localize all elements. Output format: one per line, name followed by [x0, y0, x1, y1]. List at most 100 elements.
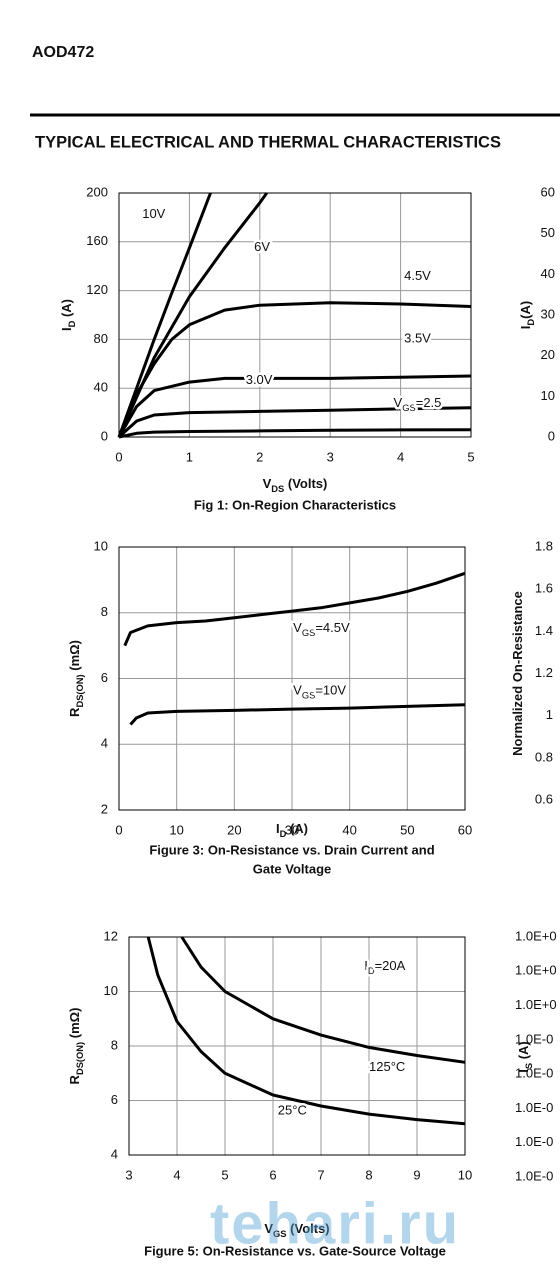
y-axis-label-part: R: [67, 707, 82, 717]
partial-tick-label: 1.0E-0: [515, 1134, 553, 1149]
partial-axis-label: Normalized On-Resistance: [510, 591, 525, 756]
y-axis-label-part: I: [59, 327, 74, 331]
partial-tick-label: 60: [541, 184, 555, 199]
x-axis-label-part: V: [264, 1221, 273, 1236]
partial-tick-label: 0: [548, 428, 555, 443]
y-tick-label: 12: [104, 928, 118, 943]
section-title: TYPICAL ELECTRICAL AND THERMAL CHARACTER…: [35, 133, 501, 151]
partial-tick-label: 1.4: [535, 623, 553, 638]
curve-label-part: 10V: [142, 206, 165, 221]
y-axis-label-part: DS(ON): [75, 674, 85, 707]
partial-tick-label: 30: [541, 306, 555, 321]
partial-tick-label: 1: [546, 707, 553, 722]
figure-caption: Figure 5: On-Resistance vs. Gate-Source …: [144, 1243, 446, 1258]
x-axis-label: VDS (Volts): [263, 476, 328, 494]
partial-axis-label-part: (A): [516, 1041, 531, 1063]
y-axis-label-part: (mΩ): [67, 1008, 82, 1042]
curve-label-part: 125°C: [369, 1059, 405, 1074]
curve: [180, 936, 466, 1064]
curve: [123, 571, 466, 647]
watermark: tehari.ru: [210, 1191, 460, 1256]
x-tick-label: 30: [285, 822, 299, 837]
curve-label-part: =2.5: [416, 395, 442, 410]
y-axis-label: RDS(ON) (mΩ): [67, 1008, 85, 1085]
figure-caption: Gate Voltage: [253, 861, 332, 876]
y-tick-label: 80: [94, 331, 108, 346]
y-tick-label: 40: [94, 380, 108, 395]
plot-frame: [118, 192, 472, 438]
curve-label: 25°C: [278, 1103, 307, 1118]
x-axis-label-part: DS: [271, 484, 284, 494]
partial-axis-label-part: S: [524, 1063, 534, 1069]
curve-label: VGS=4.5V: [293, 621, 350, 639]
x-axis-label-part: (Volts): [287, 1221, 330, 1236]
partial-tick-label: 1.0E+0: [515, 997, 557, 1012]
partial-tick-label: 0.8: [535, 749, 553, 764]
curve-label-part: 3.5V: [404, 331, 431, 346]
x-tick-label: 5: [221, 1167, 228, 1182]
partial-tick-label: 10: [541, 388, 555, 403]
x-tick-label: 9: [413, 1167, 420, 1182]
y-axis-label-part: (mΩ): [67, 640, 82, 674]
x-tick-label: 10: [169, 822, 183, 837]
partial-axis-label-part: D: [526, 319, 536, 326]
partial-axis-label-part: I: [518, 326, 533, 330]
x-tick-label: 7: [317, 1167, 324, 1182]
y-tick-label: 4: [111, 1146, 118, 1161]
y-tick-label: 8: [111, 1037, 118, 1052]
x-tick-label: 3: [125, 1167, 132, 1182]
curve-label-part: V: [293, 621, 302, 636]
y-tick-label: 2: [101, 801, 108, 816]
curve-label-part: 6V: [254, 239, 270, 254]
y-axis-label: ID (A): [59, 299, 77, 331]
curve-label-part: =4.5V: [315, 621, 350, 636]
annotation: ID=20A: [364, 958, 405, 976]
partial-axis-label: IS (A): [516, 1041, 534, 1073]
x-axis-label-part: (A): [286, 821, 308, 836]
x-axis-label-part: I: [276, 821, 280, 836]
x-tick-label: 10: [458, 1167, 472, 1182]
curve-label: 3.0V: [246, 372, 273, 387]
partial-axis-label-part: (A): [518, 301, 533, 319]
partial-axis-label-part: I: [516, 1069, 531, 1073]
y-tick-label: 10: [94, 538, 108, 553]
curve-label-part: 25°C: [278, 1103, 307, 1118]
curve: [117, 374, 472, 438]
x-axis-label-part: GS: [273, 1229, 287, 1239]
figure-caption: Fig 1: On-Region Characteristics: [194, 497, 396, 512]
y-axis-label: RDS(ON) (mΩ): [67, 640, 85, 717]
partial-tick-label: 50: [541, 225, 555, 240]
x-tick-label: 3: [327, 449, 334, 464]
curve-label-part: GS: [302, 691, 316, 701]
curve-label: 4.5V: [404, 269, 431, 284]
curve-label-part: V: [394, 395, 403, 410]
partial-tick-label: 1.0E-0: [515, 1100, 553, 1115]
x-tick-label: 0: [115, 449, 122, 464]
x-tick-label: 1: [186, 449, 193, 464]
curve-label: 3.5V: [404, 331, 431, 346]
x-tick-label: 6: [269, 1167, 276, 1182]
y-axis-label-part: DS(ON): [75, 1042, 85, 1075]
y-axis-label-part: R: [67, 1074, 82, 1084]
curve: [117, 192, 269, 438]
partial-axis-label: ID(A): [518, 301, 536, 329]
curve-label-part: GS: [402, 404, 416, 414]
partial-tick-label: 1.0E-0: [515, 1168, 553, 1183]
x-tick-label: 5: [467, 449, 474, 464]
figure-caption: Figure 3: On-Resistance vs. Drain Curren…: [149, 842, 434, 857]
partial-tick-label: 1.0E+0: [515, 963, 557, 978]
x-tick-label: 0: [115, 822, 122, 837]
annotation-part: I: [364, 958, 368, 973]
partial-tick-label: 1.6: [535, 581, 553, 596]
x-tick-label: 2: [256, 449, 263, 464]
y-axis-label-part: D: [67, 320, 77, 327]
y-tick-label: 10: [104, 983, 118, 998]
curve-label: 6V: [254, 239, 270, 254]
partial-tick-label: 20: [541, 347, 555, 362]
curve: [118, 428, 472, 439]
y-tick-label: 6: [111, 1092, 118, 1107]
curve-label: 125°C: [369, 1059, 405, 1074]
part-number: AOD472: [32, 44, 94, 61]
